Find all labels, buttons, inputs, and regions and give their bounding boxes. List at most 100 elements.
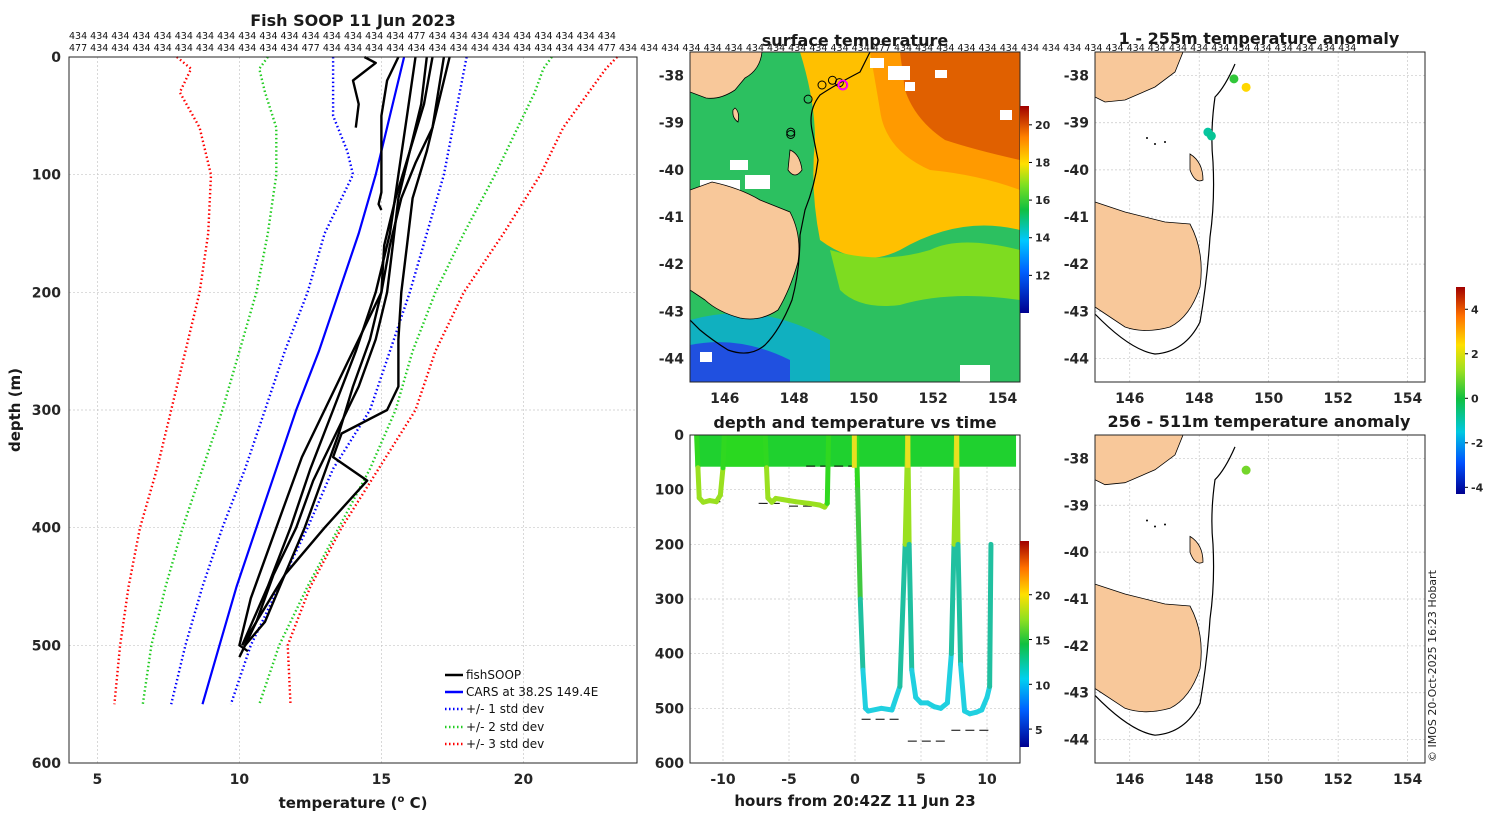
flinders-island-shape — [1189, 153, 1204, 182]
colorbar-tick-label: 15 — [1035, 635, 1050, 648]
lon-tick-label: 148 — [1185, 391, 1214, 407]
lat-tick-label: -42 — [659, 257, 684, 273]
tow-segment — [762, 435, 770, 471]
legend-label-fishsoop: fishSOOP — [466, 668, 521, 682]
tow-segment — [906, 541, 915, 673]
fishsoop-profile-line — [377, 56, 400, 211]
anomaly-point — [1229, 74, 1239, 84]
lon-tick-label: 150 — [1254, 772, 1283, 788]
x-tick-label: -5 — [781, 772, 797, 788]
sst-ticks: 146 148 150 152 154 -38 -39 -40 -41 -42 -43 -44 — [659, 69, 1018, 407]
time-colorbar-ticks: 5 10 15 20 — [1029, 590, 1051, 737]
lat-tick-label: -44 — [1064, 351, 1090, 367]
colorbar-tick-label: 16 — [1035, 194, 1051, 207]
lon-tick-label: 148 — [1185, 772, 1214, 788]
tow-segment — [944, 651, 954, 706]
tow-segment — [909, 667, 919, 700]
y-tick-label: 500 — [655, 701, 684, 717]
tow-segment — [720, 435, 727, 471]
x-tick-label: 5 — [93, 772, 103, 788]
y-tick-label: 500 — [32, 638, 61, 654]
lat-tick-label: -43 — [1064, 304, 1089, 320]
anomaly-shallow-title: 1 - 255m temperature anomaly — [1119, 29, 1400, 48]
lat-tick-label: -38 — [1064, 451, 1089, 467]
cloud-gap — [870, 58, 884, 68]
lat-tick-label: -42 — [1064, 639, 1089, 655]
anomaly-shallow-points — [1203, 74, 1251, 141]
tasmania-shape — [1094, 201, 1202, 331]
tow-segment — [889, 683, 903, 713]
legend-label-2std: +/- 2 std dev — [466, 720, 544, 734]
anomaly-deep-title: 256 - 511m temperature anomaly — [1108, 412, 1411, 431]
xlabel-start: temperature ( — [279, 794, 398, 812]
colorbar-tick-label: 18 — [1035, 156, 1050, 169]
sst-title: surface temperature — [762, 31, 949, 50]
y-tick-label: 200 — [655, 537, 684, 553]
lon-tick-label: 146 — [1115, 391, 1144, 407]
small-island-dot — [1154, 525, 1156, 528]
small-island-dot — [1154, 143, 1156, 145]
tow-segment — [987, 541, 994, 689]
lat-tick-label: -38 — [659, 69, 684, 85]
small-island-dot — [1164, 141, 1166, 143]
small-island-dot — [1146, 519, 1148, 522]
tow-segment — [855, 487, 863, 602]
fishsoop-profile-line — [238, 56, 446, 658]
copyright-footer: © IMOS 20-Oct-2025 16:23 Hobart — [1426, 569, 1439, 762]
sst-warmest-region — [900, 52, 1020, 160]
tow-segment — [824, 435, 832, 506]
lat-tick-label: -39 — [659, 116, 684, 132]
lat-tick-label: -39 — [1064, 116, 1089, 132]
mainland-shape — [1094, 434, 1184, 486]
xlabel-superscript: o — [397, 794, 404, 805]
colorbar-tick-label: 12 — [1035, 269, 1050, 282]
lat-tick-label: -42 — [1064, 257, 1089, 273]
time-colorbar — [1020, 541, 1029, 747]
tow-segment — [695, 465, 702, 501]
cloud-gap — [745, 175, 770, 189]
profile-x-axis-label: temperature (o C) — [279, 794, 428, 812]
lon-tick-label: 150 — [849, 391, 878, 407]
lat-tick-label: -38 — [1064, 69, 1089, 85]
colorbar-tick-label: 20 — [1035, 119, 1051, 132]
x-tick-label: 5 — [916, 772, 926, 788]
legend-label-cars: CARS at 38.2S 149.4E — [466, 685, 598, 699]
lat-tick-label: -44 — [1064, 733, 1090, 749]
lon-tick-label: 152 — [1324, 772, 1353, 788]
y-tick-label: 200 — [32, 285, 61, 301]
anomaly-deep-ticks: 146 148 150 152 154 -38 -39 -40 -41 -42 -43 -44 — [1064, 451, 1423, 788]
track-point — [786, 127, 796, 137]
legend-label-3std: +/- 3 std dev — [466, 737, 544, 751]
y-tick-label: 100 — [32, 168, 61, 184]
y-tick-label: 0 — [51, 50, 61, 66]
fishsoop-profile-line — [238, 56, 428, 653]
anomaly-shallow-frame — [1094, 51, 1426, 383]
tow-segment — [955, 541, 964, 668]
tasmania-shape — [1094, 583, 1202, 713]
sst-shelf-contour — [690, 52, 871, 354]
lon-tick-label: 146 — [710, 391, 739, 407]
anomaly-deep-land — [1094, 434, 1236, 736]
colorbar-tick-label: -4 — [1471, 481, 1484, 494]
lat-tick-label: -40 — [1064, 163, 1090, 179]
x-tick-label: 0 — [850, 772, 860, 788]
time-tows — [694, 435, 1017, 742]
anomaly-deep-panel: 146 148 150 152 154 -38 -39 -40 -41 -42 -43 -44 256… — [1064, 412, 1426, 788]
lon-tick-label: 148 — [780, 391, 809, 407]
cars-climatology-line — [201, 56, 406, 705]
tow-segment — [764, 465, 771, 501]
lon-tick-label: 154 — [1393, 391, 1422, 407]
anomaly-point — [1206, 131, 1216, 141]
anomaly-deep-points — [1241, 465, 1251, 475]
-2-std-dev-upper-line — [258, 56, 553, 705]
time-x-axis-label: hours from 20:42Z 11 Jun 23 — [734, 792, 975, 810]
anomaly-shallow-panel: 146 148 150 152 154 -38 -39 -40 -41 -42 -43 -44 1 -… — [1064, 29, 1426, 407]
lon-tick-label: 152 — [919, 391, 948, 407]
colorbar-tick-label: 5 — [1035, 724, 1043, 737]
lat-tick-label: -39 — [1064, 498, 1089, 514]
